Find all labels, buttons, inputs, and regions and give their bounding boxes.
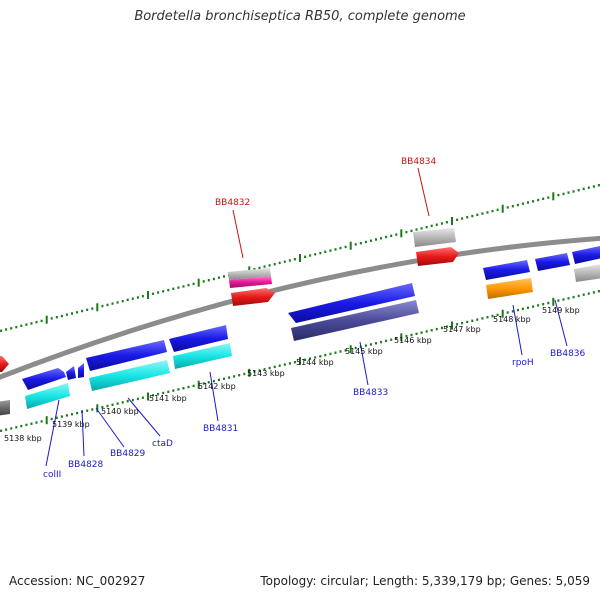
gene-arrow-blue (66, 366, 76, 380)
accession-text: Accession: NC_002927 (9, 574, 146, 588)
scale-label: 5144 kbp (296, 358, 334, 367)
gene-arrow-blue (535, 253, 570, 271)
gene-label-bb4829: BB4829 (110, 449, 146, 459)
gene-features (0, 228, 600, 416)
gene-arrow-blue (572, 246, 600, 264)
genome-title: Bordetella bronchiseptica RB50, complete… (134, 9, 466, 24)
gene-arrow-blue (483, 260, 530, 280)
gene-label-rpoh: rpoH (512, 358, 534, 368)
scale-label: 5138 kbp (4, 434, 42, 443)
scale-label: 5141 kbp (149, 394, 187, 403)
gene-label-bb4833: BB4833 (353, 388, 388, 398)
upper-tick-row (0, 184, 600, 332)
gene-arrow-blue (22, 368, 66, 390)
scale-label: 5146 kbp (394, 336, 432, 345)
gene-label-bb4831: BB4831 (203, 424, 238, 434)
scale-label: 5149 kbp (542, 306, 580, 315)
gene-arrow-blue (78, 363, 84, 378)
gene-arrow-orange (486, 278, 533, 299)
gene-arrow-dark (0, 400, 10, 416)
gene-arrow-cyan (25, 383, 70, 409)
gene-label-colii: colII (43, 470, 61, 480)
scale-label: 5139 kbp (52, 420, 90, 429)
gene-arrow-red (231, 288, 275, 306)
scale-label: 5142 kbp (198, 382, 236, 391)
gene-arrow-grey (228, 268, 271, 280)
gene-arrow-red (0, 356, 9, 372)
genome-backbone (0, 235, 600, 380)
scale-label: 5143 kbp (247, 369, 285, 378)
scale-label: 5148 kbp (493, 315, 531, 324)
scale-label: 5140 kbp (101, 407, 139, 416)
gene-arrow-blue (169, 325, 228, 352)
gene-arrow-blue (86, 340, 167, 371)
scale-label: 5147 kbp (443, 325, 481, 334)
gene-arrow-cyan (89, 360, 170, 391)
gene-arrow-magenta (229, 276, 272, 288)
gene-labels: colII BB4828 BB4829 ctaD BB4831 BB4832 B… (43, 157, 586, 480)
gene-arrow-grey (574, 264, 600, 282)
genome-summary-text: Topology: circular; Length: 5,339,179 bp… (260, 574, 590, 588)
gene-label-bb4836: BB4836 (550, 349, 586, 359)
gene-label-bb4834: BB4834 (401, 157, 437, 167)
scale-labels: 5138 kbp 5139 kbp 5140 kbp 5141 kbp 5142… (4, 306, 580, 443)
gene-arrow-cyan (173, 343, 232, 369)
gene-arrow-navy (291, 300, 419, 341)
label-pointers (45, 167, 568, 467)
gene-arrow-grey (413, 228, 456, 247)
gene-label-bb4828: BB4828 (68, 460, 104, 470)
gene-label-bb4832: BB4832 (215, 198, 250, 208)
scale-label: 5145 kbp (345, 347, 383, 356)
gene-arrow-red (416, 247, 459, 266)
gene-label-ctad: ctaD (152, 439, 173, 449)
gene-arrow-blue (288, 283, 415, 323)
